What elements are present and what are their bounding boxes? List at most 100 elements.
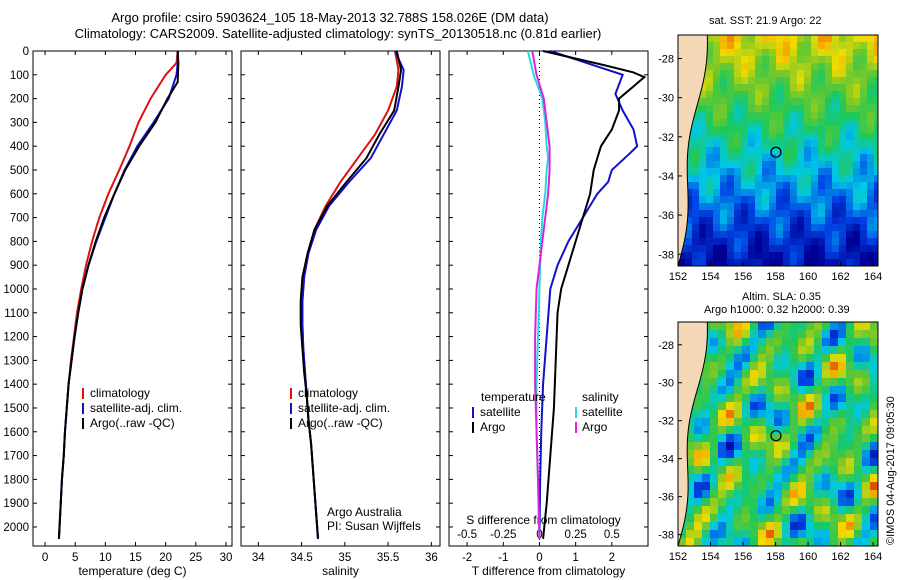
map-cell [710, 482, 718, 490]
map-cell [822, 354, 830, 362]
map-cell [699, 238, 706, 245]
map-cell [755, 105, 762, 112]
map-cell [758, 418, 766, 426]
map-cell [694, 530, 702, 538]
map-cell [797, 42, 804, 49]
map-cell [867, 175, 874, 182]
map-cell [846, 482, 854, 490]
map-cell [838, 346, 846, 354]
map-cell [699, 189, 706, 196]
map-cell [702, 466, 710, 474]
map-cell [706, 77, 713, 84]
lon-tick-label: 156 [734, 271, 752, 283]
map-cell [766, 458, 774, 466]
map-cell [870, 442, 878, 450]
map-cell [862, 338, 870, 346]
map-cell [755, 49, 762, 56]
map-cell [734, 530, 742, 538]
map-cell [838, 378, 846, 386]
map-cell [811, 189, 818, 196]
map-cell [830, 482, 838, 490]
map-cell [748, 217, 755, 224]
map-cell [694, 402, 702, 410]
map-cell [830, 338, 838, 346]
map-cell [755, 84, 762, 91]
map-cell [860, 210, 867, 217]
map-cell [710, 442, 718, 450]
map-cell [790, 514, 798, 522]
map-cell [702, 402, 710, 410]
map-cell [692, 189, 699, 196]
map-cell [854, 370, 862, 378]
map-cell [783, 245, 790, 252]
map-cell [874, 119, 878, 126]
map-cell [839, 112, 846, 119]
map-cell [713, 189, 720, 196]
map-cell [790, 378, 798, 386]
map-cell [798, 530, 806, 538]
map-cell [832, 245, 839, 252]
map-cell [783, 238, 790, 245]
map-cell [762, 70, 769, 77]
map-cell [825, 224, 832, 231]
map-cell [811, 161, 818, 168]
map-cell [694, 514, 702, 522]
map-cell [702, 498, 710, 506]
map-cell [769, 189, 776, 196]
map-cell [783, 35, 790, 42]
map-cell [846, 538, 854, 546]
map-cell [822, 482, 830, 490]
map-cell [838, 354, 846, 362]
series-line [542, 50, 647, 539]
map-cell [741, 147, 748, 154]
map-cell [706, 252, 713, 259]
map-cell [769, 70, 776, 77]
map-cell [734, 362, 742, 370]
map-cell [720, 126, 727, 133]
map-cell [755, 203, 762, 210]
map-cell [860, 245, 867, 252]
map-cell [825, 98, 832, 105]
map-cell [846, 119, 853, 126]
map-cell [748, 210, 755, 217]
map-cell [860, 161, 867, 168]
map-cell [839, 49, 846, 56]
map-cell [692, 252, 699, 259]
map-cell [818, 49, 825, 56]
map-cell [832, 252, 839, 259]
map-cell [825, 217, 832, 224]
map-cell [860, 238, 867, 245]
map-cell [839, 35, 846, 42]
map-cell [713, 161, 720, 168]
map-cell [790, 35, 797, 42]
map-cell [853, 259, 860, 266]
map-cell [854, 474, 862, 482]
map-cell [838, 482, 846, 490]
map-cell [874, 91, 878, 98]
map-cell [755, 161, 762, 168]
map-cell [818, 168, 825, 175]
map-cell [790, 450, 798, 458]
map-cell [797, 126, 804, 133]
map-cell [853, 119, 860, 126]
map-cell [870, 450, 878, 458]
map-cell [782, 498, 790, 506]
map-cell [678, 259, 685, 266]
map-cell [699, 140, 706, 147]
map-cell [804, 112, 811, 119]
map-cell [718, 394, 726, 402]
map-cell [776, 161, 783, 168]
map-cell [814, 498, 822, 506]
map-cell [702, 474, 710, 482]
map-cell [790, 56, 797, 63]
map-cell [706, 154, 713, 161]
map-cell [776, 189, 783, 196]
map-cell [830, 490, 838, 498]
map-cell [742, 490, 750, 498]
map-cell [825, 84, 832, 91]
map-cell [782, 386, 790, 394]
map-cell [699, 182, 706, 189]
map-cell [748, 56, 755, 63]
map-cell [769, 133, 776, 140]
